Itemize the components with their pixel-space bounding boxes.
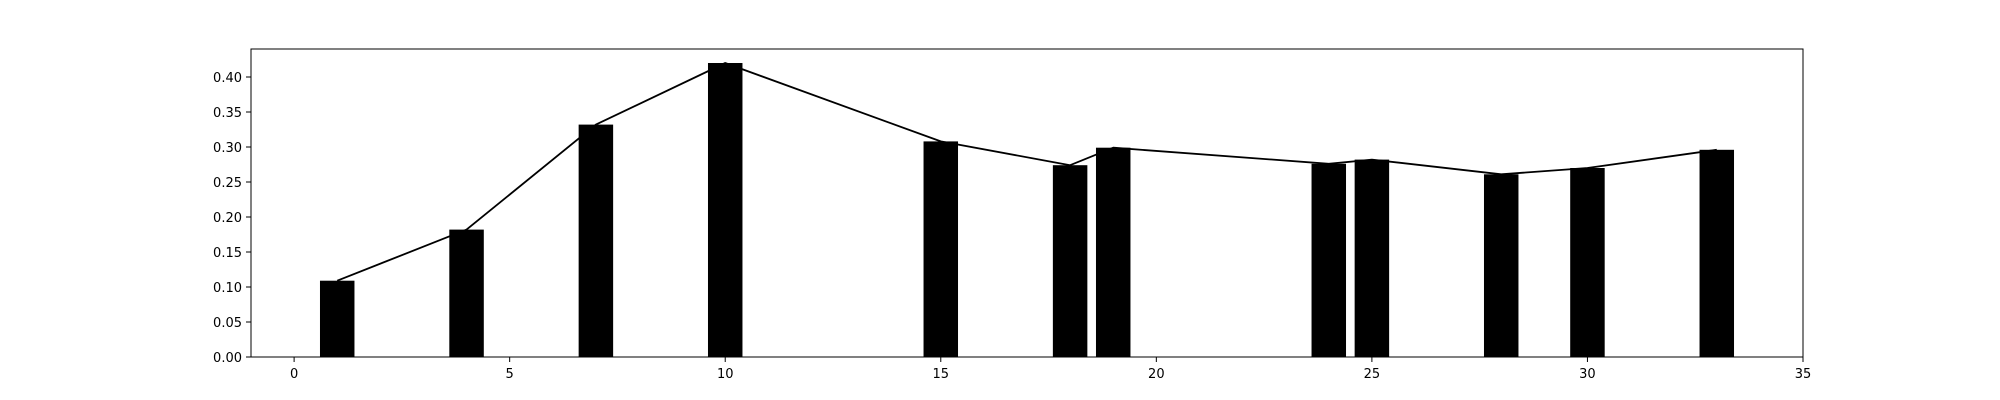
series-line-group [336,62,1717,282]
bar-4 [923,141,959,357]
bar-2 [578,124,614,357]
bar-3 [707,63,743,357]
x-tick-label: 0 [290,367,298,382]
y-tick-label: 0.30 [213,141,242,156]
plot-frame [250,48,1804,358]
y-tick-label: 0.40 [213,71,242,86]
bar-5 [1052,165,1088,357]
x-tick-label: 30 [1579,367,1596,382]
y-tick-label: 0.20 [213,211,242,226]
x-tick-label: 20 [1148,367,1165,382]
y-tick-label: 0.00 [213,351,242,366]
bar-0 [319,280,355,357]
axes-group [250,48,1804,358]
bar-8 [1354,159,1390,357]
bars-group [319,63,1735,357]
x-ticks-group: 0 5 10 15 20 25 30 35 [290,357,1811,382]
y-tick-label: 0.35 [213,106,242,121]
bar-11 [1699,149,1735,357]
bar-1 [449,229,484,357]
x-tick-label: 5 [506,367,514,382]
y-tick-label: 0.25 [213,176,242,191]
y-tick-label: 0.10 [213,281,242,296]
x-tick-label: 15 [933,367,950,382]
x-tick-label: 25 [1364,367,1381,382]
x-tick-label: 10 [717,367,734,382]
y-tick-label: 0.05 [213,316,242,331]
bar-9 [1483,174,1519,357]
bar-10 [1570,168,1605,357]
series-line [336,62,1717,282]
bar-6 [1095,147,1131,357]
y-ticks-group: 0.00 0.05 0.10 0.15 0.20 0.25 0.30 0.35 0.40 [213,71,251,366]
x-tick-label: 35 [1795,367,1812,382]
y-tick-label: 0.15 [213,246,242,261]
bar-7 [1311,163,1347,357]
